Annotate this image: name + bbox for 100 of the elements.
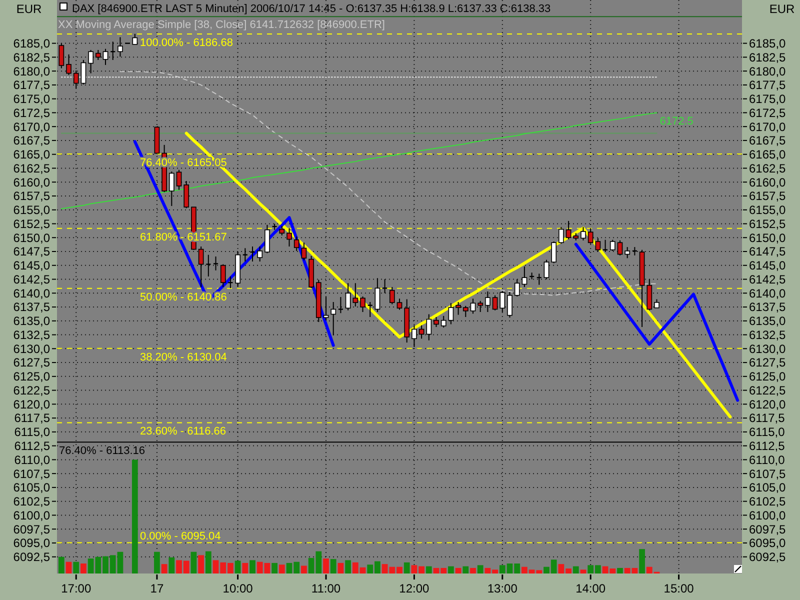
y2-tick-label: 6110,0 bbox=[749, 452, 786, 467]
annotation: 0.00% - 6095.04 bbox=[140, 530, 221, 543]
y-tick-label: 6167,5 bbox=[13, 134, 50, 148]
y2-tick-label: 6180,0 bbox=[749, 64, 786, 78]
data-label: 6172.5 bbox=[660, 116, 694, 128]
candlestick bbox=[624, 246, 630, 259]
candlestick bbox=[294, 236, 300, 252]
y-tick-label: 6157,5 bbox=[13, 189, 50, 204]
y-tick-label: 6170,0 bbox=[13, 120, 50, 134]
candlestick bbox=[330, 302, 336, 336]
y-tick-label: 6117,5 bbox=[14, 411, 50, 426]
annotation: 100.00% - 6186.68 bbox=[140, 36, 233, 49]
y-tick-label: 6107,5 bbox=[13, 466, 50, 481]
line-series bbox=[574, 242, 740, 402]
candlestick bbox=[418, 324, 424, 340]
y2-tick-label: 6132,5 bbox=[749, 328, 786, 342]
text: XX Moving Average Simple [38, Close] 6141.712632 [846900.ETR] bbox=[58, 19, 385, 31]
y-tick-label: 6132,5 bbox=[13, 328, 50, 342]
candlestick bbox=[367, 302, 373, 318]
y2-tick-label: 6115,0 bbox=[749, 425, 786, 440]
y-tick-label: 6147,5 bbox=[13, 244, 50, 259]
x-tick-label: 17 bbox=[150, 582, 164, 596]
candlestick bbox=[396, 298, 402, 310]
candlestick bbox=[301, 242, 307, 261]
y-tick-label: 6105,0 bbox=[13, 480, 50, 495]
y2-tick-label: 6105,0 bbox=[749, 480, 786, 495]
y-tick-label: 6120,0 bbox=[13, 397, 50, 412]
y2-tick-label: 6160,0 bbox=[749, 175, 786, 190]
y-tick-label: 6102,5 bbox=[13, 494, 50, 509]
y-tick-label: 6100,0 bbox=[13, 508, 50, 522]
y-tick-label: 6175,0 bbox=[13, 92, 50, 106]
y2-tick-label: 6147,5 bbox=[749, 244, 786, 259]
y2-tick-label: 6100,0 bbox=[749, 508, 786, 522]
x-tick-label: 15:00 bbox=[664, 582, 694, 596]
y-tick-label: 6177,5 bbox=[13, 78, 50, 92]
y2-tick-label: 6155,0 bbox=[749, 203, 786, 218]
y2-tick-label: 6167,5 bbox=[749, 134, 786, 148]
y-tick-label: 6097,5 bbox=[13, 522, 50, 536]
candlestick bbox=[220, 264, 226, 288]
y2-tick-label: 6130,0 bbox=[749, 342, 786, 356]
line-series bbox=[60, 112, 658, 210]
y2-tick-label: 6092,5 bbox=[749, 550, 786, 564]
y2-tick-label: 6157,5 bbox=[749, 189, 786, 204]
y2-tick-label: 6145,0 bbox=[749, 258, 786, 273]
candlestick bbox=[580, 226, 586, 241]
y-tick-label: 6145,0 bbox=[13, 258, 50, 273]
y-tick-label: 6095,0 bbox=[13, 536, 50, 550]
y2-tick-label: 6117,5 bbox=[749, 411, 786, 426]
annotation: 76.40% - 6113.16 bbox=[59, 445, 146, 458]
y-tick-label: 6127,5 bbox=[13, 356, 50, 370]
x-tick-label: 17:00 bbox=[61, 582, 92, 596]
y-tick-label: 6172,5 bbox=[13, 106, 50, 120]
y2-tick-label: 6140,0 bbox=[749, 286, 786, 300]
y-tick-label: 6125,0 bbox=[13, 370, 50, 384]
candlestick bbox=[440, 315, 446, 328]
y2-axis-title: EUR bbox=[769, 2, 795, 16]
y2-tick-label: 6175,0 bbox=[749, 92, 786, 106]
y2-tick-label: 6142,5 bbox=[749, 272, 786, 286]
y2-tick-label: 6127,5 bbox=[749, 356, 786, 370]
y-tick-label: 6135,0 bbox=[13, 314, 50, 328]
y2-tick-label: 6152,5 bbox=[749, 216, 786, 231]
y-tick-label: 6152,5 bbox=[13, 216, 50, 231]
y-tick-label: 6150,0 bbox=[13, 230, 50, 245]
y-tick-label: 6140,0 bbox=[13, 286, 50, 300]
y-tick-label: 6115,0 bbox=[14, 425, 50, 440]
y2-tick-label: 6095,0 bbox=[749, 536, 786, 550]
candlestick bbox=[264, 224, 270, 254]
y2-tick-label: 6172,5 bbox=[749, 106, 786, 120]
y2-tick-label: 6165,0 bbox=[749, 148, 786, 162]
y-tick-label: 6165,0 bbox=[13, 148, 50, 162]
y-tick-label: 6130,0 bbox=[13, 342, 50, 356]
y2-tick-label: 6125,0 bbox=[749, 370, 786, 384]
x-tick-label: 10:00 bbox=[222, 582, 254, 596]
y-axis-title: EUR bbox=[16, 2, 42, 16]
y2-tick-label: 6170,0 bbox=[749, 120, 786, 134]
x-tick-label: 14:00 bbox=[576, 582, 606, 596]
y2-tick-label: 6162,5 bbox=[749, 161, 786, 176]
y2-tick-label: 6112,5 bbox=[749, 439, 786, 454]
y2-tick-label: 6177,5 bbox=[749, 78, 786, 92]
y2-tick-label: 6120,0 bbox=[749, 397, 786, 412]
y2-tick-label: 6102,5 bbox=[749, 494, 786, 509]
annotation: 23.60% - 6116.66 bbox=[140, 426, 226, 438]
y2-tick-label: 6137,5 bbox=[749, 300, 786, 314]
y-tick-label: 6110,0 bbox=[14, 452, 50, 467]
candlestick bbox=[257, 246, 263, 262]
y-tick-label: 6112,5 bbox=[14, 439, 50, 454]
x-tick-label: 11:00 bbox=[311, 582, 341, 596]
chart-title: DAX [846900.ETR LAST 5 Minuten] 2006/10/17 14:45 - O:6137.35 H:6138.9 L:6137.33 C:6138.33 bbox=[72, 3, 551, 15]
y2-tick-label: 6182,5 bbox=[749, 50, 786, 64]
y-tick-label: 6092,5 bbox=[13, 550, 50, 564]
y-tick-label: 6185,0 bbox=[13, 36, 50, 51]
y2-tick-label: 6135,0 bbox=[749, 314, 786, 328]
y-tick-label: 6155,0 bbox=[13, 203, 50, 218]
y2-tick-label: 6150,0 bbox=[749, 230, 786, 245]
y2-tick-label: 6097,5 bbox=[749, 522, 786, 536]
y2-tick-label: 6107,5 bbox=[749, 466, 786, 481]
x-tick-label: 13:00 bbox=[487, 582, 518, 596]
annotation: 38.20% - 6130.04 bbox=[140, 351, 227, 364]
y-tick-label: 6182,5 bbox=[13, 50, 50, 64]
y-tick-label: 6160,0 bbox=[13, 175, 50, 190]
